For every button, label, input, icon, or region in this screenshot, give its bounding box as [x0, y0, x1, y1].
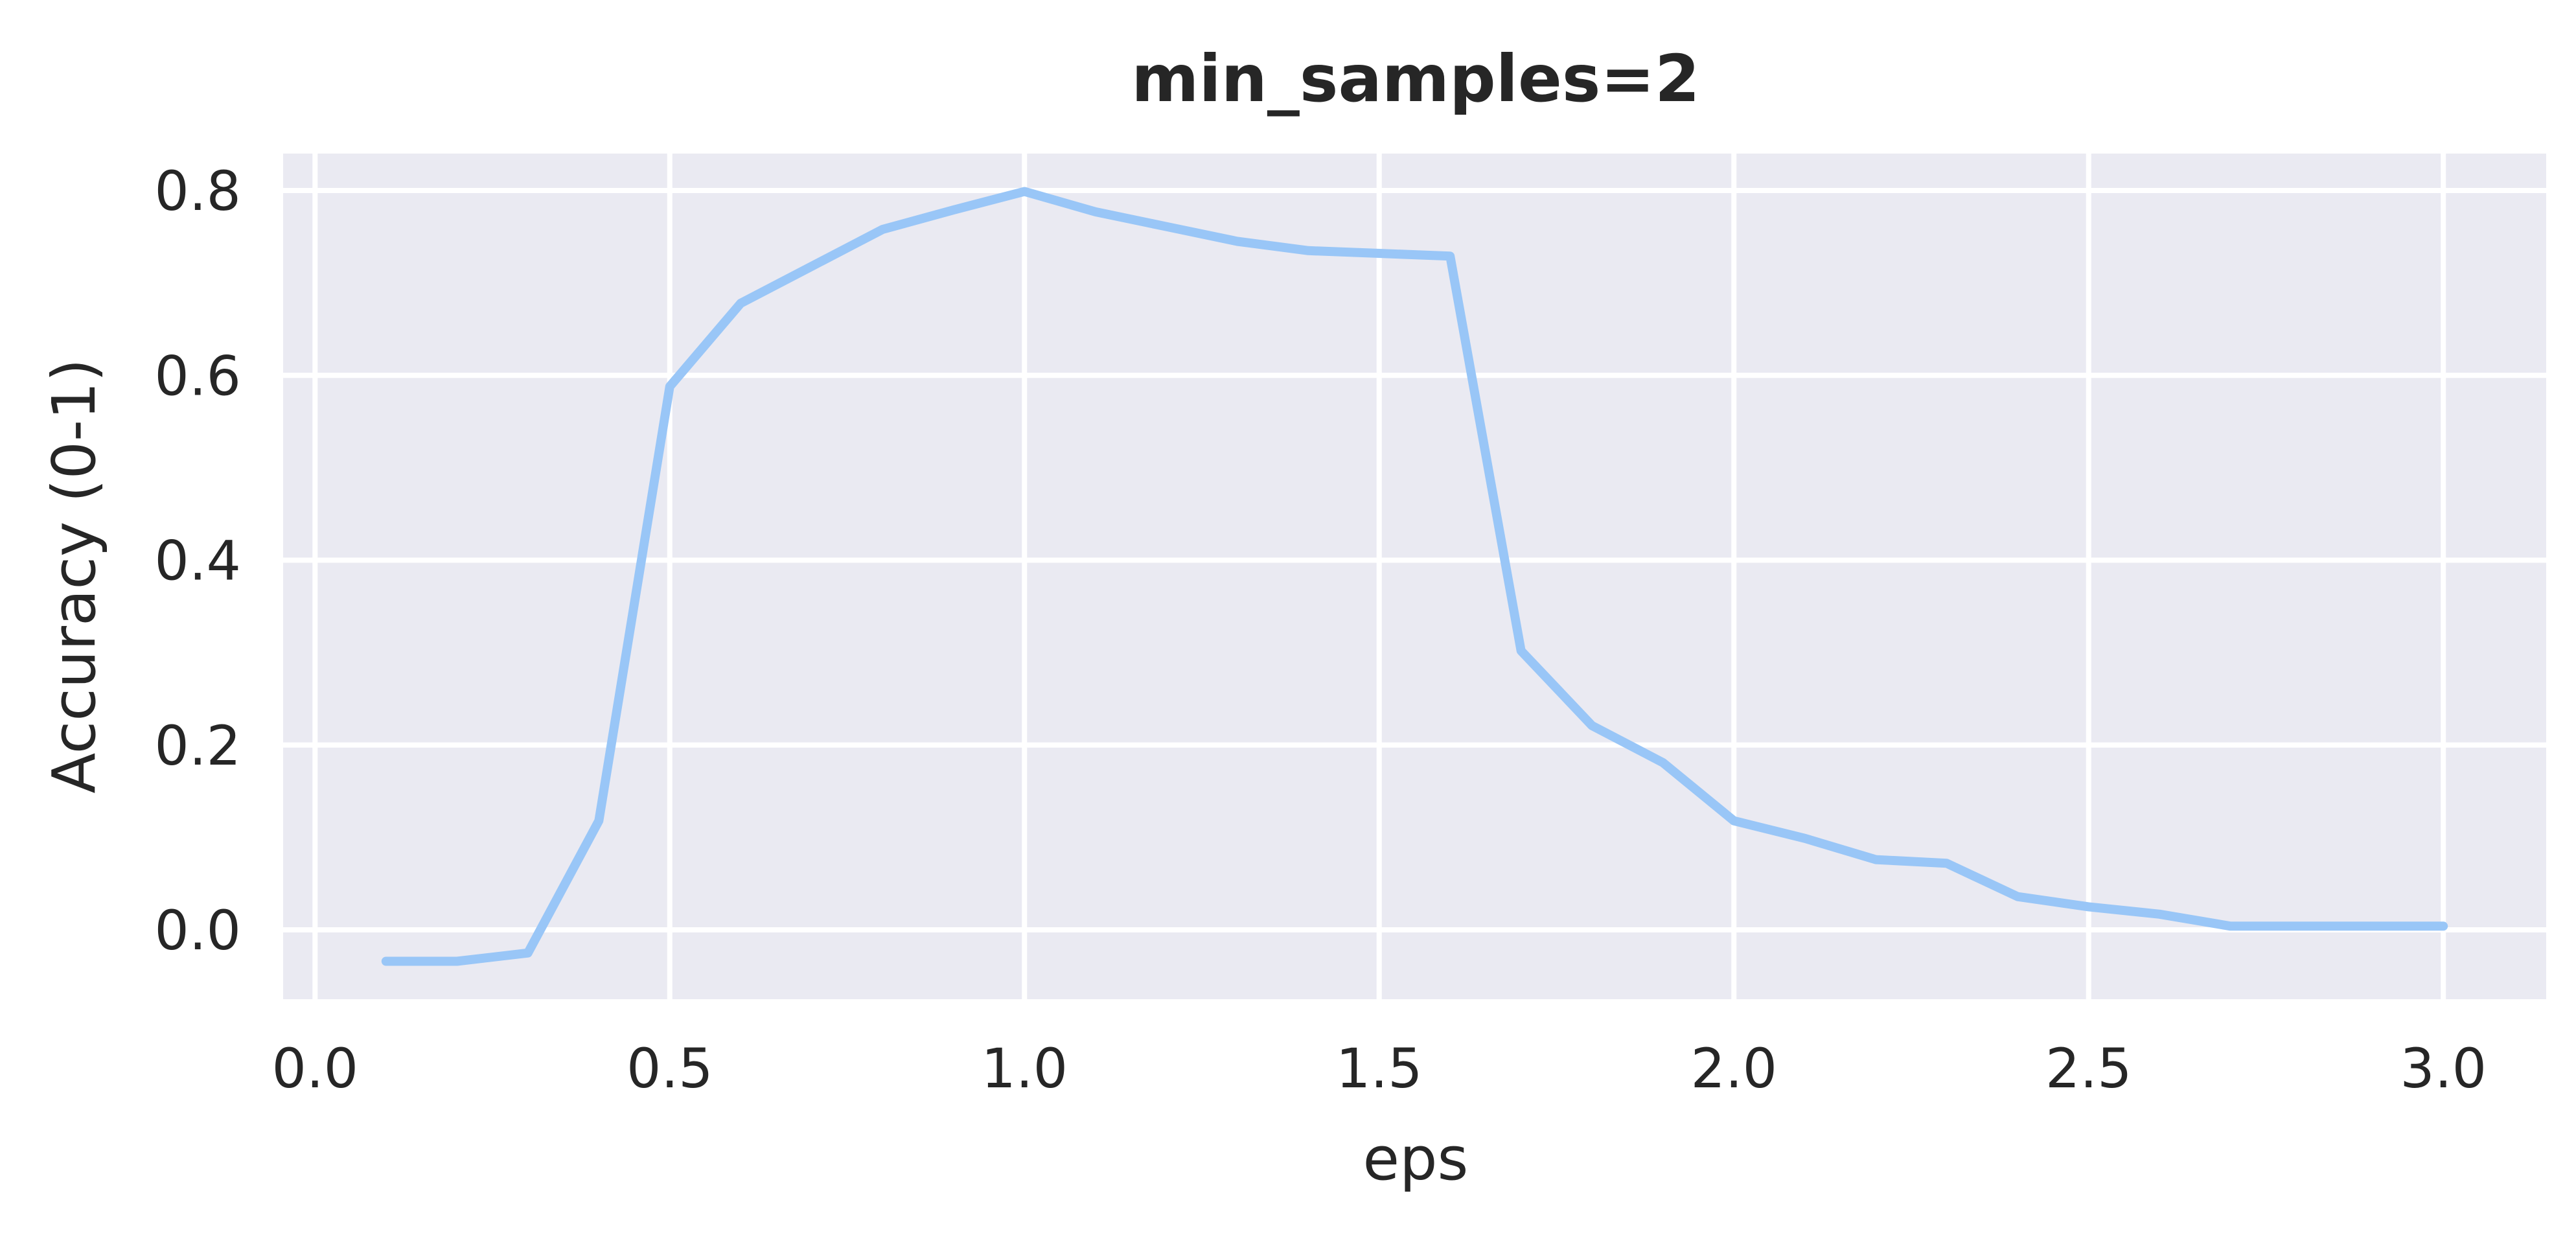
y-tick-labels: 0.0 0.2 0.4 0.6 0.8: [154, 159, 241, 962]
x-axis-label: eps: [1363, 1124, 1469, 1194]
x-tick-label: 1.5: [1336, 1037, 1423, 1100]
y-tick-label: 0.6: [154, 344, 241, 408]
series-layer: [381, 187, 2448, 966]
chart-title: min_samples=2: [1131, 41, 1699, 117]
y-tick-label: 0.4: [154, 529, 241, 593]
grid: [283, 154, 2546, 999]
x-tick-labels: 0.0 0.5 1.0 1.5 2.0 2.5 3.0: [271, 1037, 2487, 1100]
x-tick-label: 2.0: [1690, 1037, 1777, 1100]
y-tick-label: 0.0: [154, 899, 241, 962]
y-axis-label: Accuracy (0-1): [40, 358, 109, 793]
x-tick-label: 1.0: [981, 1037, 1068, 1100]
x-tick-label: 2.5: [2045, 1037, 2132, 1100]
x-tick-label: 3.0: [2400, 1037, 2487, 1100]
plot-background: [283, 154, 2546, 999]
y-tick-label: 0.2: [154, 714, 241, 778]
x-tick-label: 0.5: [627, 1037, 713, 1100]
series-line: [381, 187, 2448, 966]
y-tick-label: 0.8: [154, 159, 241, 223]
x-tick-label: 0.0: [271, 1037, 358, 1100]
